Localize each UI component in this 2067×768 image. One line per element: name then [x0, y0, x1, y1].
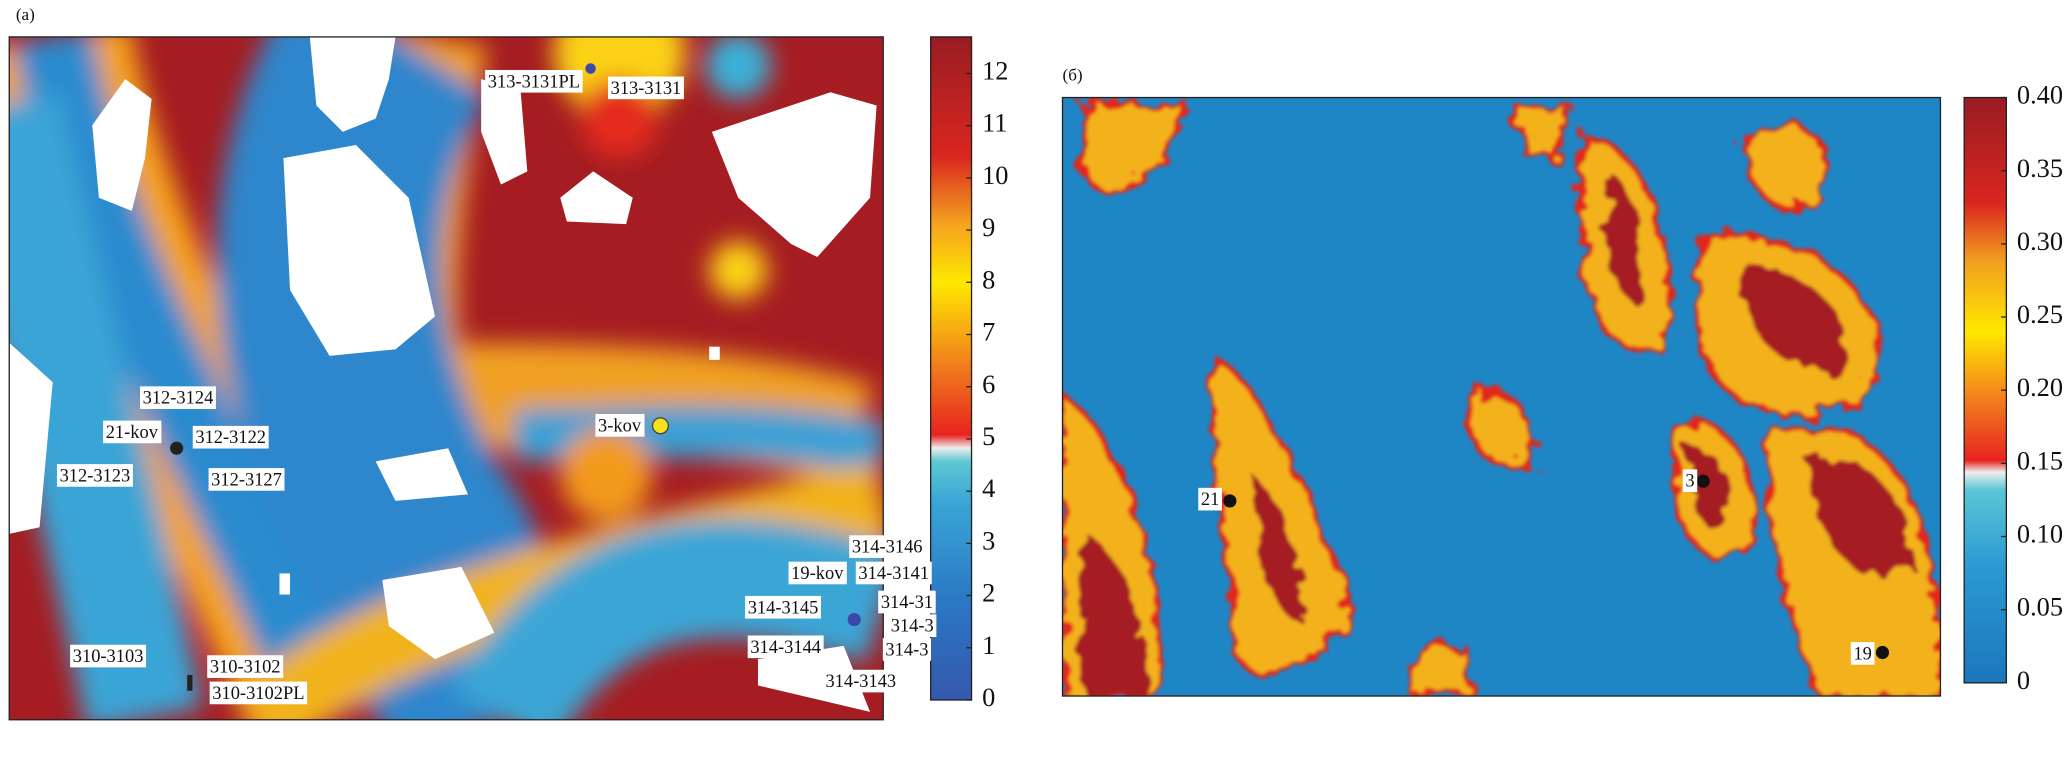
- colorbar-tick-label: 8: [982, 265, 995, 294]
- annotation: 313-3131: [611, 78, 682, 98]
- annotation: 314-3: [885, 639, 928, 659]
- annotation: 310-3102PL: [212, 683, 304, 703]
- colorbar-tick-label: 5: [982, 422, 995, 451]
- annotation-bg: [788, 561, 847, 585]
- well-marker: [651, 417, 670, 435]
- well-marker: [1875, 645, 1890, 660]
- panel-label: (б): [1063, 65, 1083, 84]
- annotation-bg: [882, 638, 932, 661]
- colorbar: [1963, 96, 2008, 684]
- annotation: 314-3144: [750, 637, 821, 657]
- annotation-bg: [56, 464, 133, 487]
- colorbar-tick-label: 6: [982, 370, 995, 399]
- annotation: 310-3103: [73, 646, 144, 666]
- colorbar-tick-label: 0.40: [2017, 81, 2063, 110]
- annotation-bg: [888, 614, 937, 638]
- colorbar-tick-label: 2: [982, 579, 995, 608]
- annotation: 19-kov: [791, 563, 844, 583]
- annotation-bg: [192, 425, 269, 449]
- annotation: 19: [1853, 643, 1871, 663]
- colorbar-tick-label: 10: [982, 161, 1008, 190]
- annotation: 21: [1201, 489, 1219, 509]
- annotation-bg: [1682, 469, 1698, 493]
- annotation-bg: [485, 69, 583, 93]
- annotation: 312-3124: [143, 388, 214, 408]
- colorbar-tick-label: 3: [982, 526, 995, 555]
- colorbar-tick-label: 0.30: [2017, 227, 2063, 256]
- colorbar-tick-label: 4: [982, 474, 995, 503]
- colorbar-tick-label: 12: [982, 57, 1008, 86]
- annotation: 314-31: [881, 592, 933, 612]
- colorbar-tick-label: 1: [982, 631, 995, 660]
- colorbar-tick-label: 0.10: [2017, 520, 2063, 549]
- well-marker: [187, 674, 193, 691]
- annotation: 312-3127: [211, 469, 282, 489]
- heatmap-b: [1062, 97, 1941, 697]
- annotation: 3-kov: [598, 415, 642, 435]
- annotation: 314-3145: [748, 597, 819, 617]
- panel-label: (a): [16, 5, 35, 24]
- annotation-bg: [595, 414, 645, 437]
- annotation-bg: [1198, 487, 1222, 511]
- annotation-bg: [855, 561, 932, 585]
- colorbar-tick-label: 0: [2017, 666, 2030, 695]
- annotation-bg: [745, 595, 822, 619]
- colorbar-tick-label: 7: [982, 318, 995, 347]
- annotation: 310-3102: [210, 657, 281, 677]
- annotation: 21-kov: [106, 422, 159, 442]
- colorbar-tick-label: 0.35: [2017, 154, 2063, 183]
- annotation: 313-3131PL: [488, 71, 580, 91]
- annotation-bg: [208, 468, 285, 491]
- annotation: 314-3: [891, 616, 934, 636]
- annotation: 3: [1685, 471, 1694, 491]
- well-marker: [170, 441, 184, 455]
- annotation-bg: [139, 386, 216, 409]
- well-marker: [585, 63, 596, 74]
- map-frame: [8, 36, 884, 721]
- annotation-bg: [822, 669, 899, 693]
- map-frame: [1061, 96, 1942, 697]
- annotation-bg: [207, 655, 284, 678]
- annotation: 314-3146: [852, 537, 923, 557]
- well-marker: [1696, 474, 1710, 488]
- annotation: 314-3141: [858, 563, 929, 583]
- colorbar-tick-label: 0.20: [2017, 373, 2063, 402]
- annotation-bg: [103, 420, 162, 444]
- colorbar-tick-label: 0: [982, 683, 995, 712]
- annotation-bg: [209, 681, 308, 705]
- annotation-bg: [70, 644, 147, 668]
- colorbar-tick-label: 0.25: [2017, 300, 2063, 329]
- well-marker: [847, 612, 861, 627]
- colorbar-tick-label: 9: [982, 213, 995, 242]
- annotation: 312-3122: [195, 427, 266, 447]
- annotation-bg: [747, 635, 824, 659]
- colorbar: [930, 36, 973, 701]
- annotation: 312-3123: [60, 465, 131, 485]
- well-marker: [1223, 494, 1237, 508]
- annotation-bg: [1850, 642, 1875, 665]
- annotation: 314-3143: [825, 671, 896, 691]
- colorbar-tick-label: 0.05: [2017, 593, 2063, 622]
- colorbar-tick-label: 11: [982, 109, 1007, 138]
- colorbar-tick-label: 0.15: [2017, 446, 2063, 475]
- annotation-bg: [878, 590, 936, 614]
- annotation-bg: [607, 76, 684, 100]
- annotation-bg: [849, 535, 926, 558]
